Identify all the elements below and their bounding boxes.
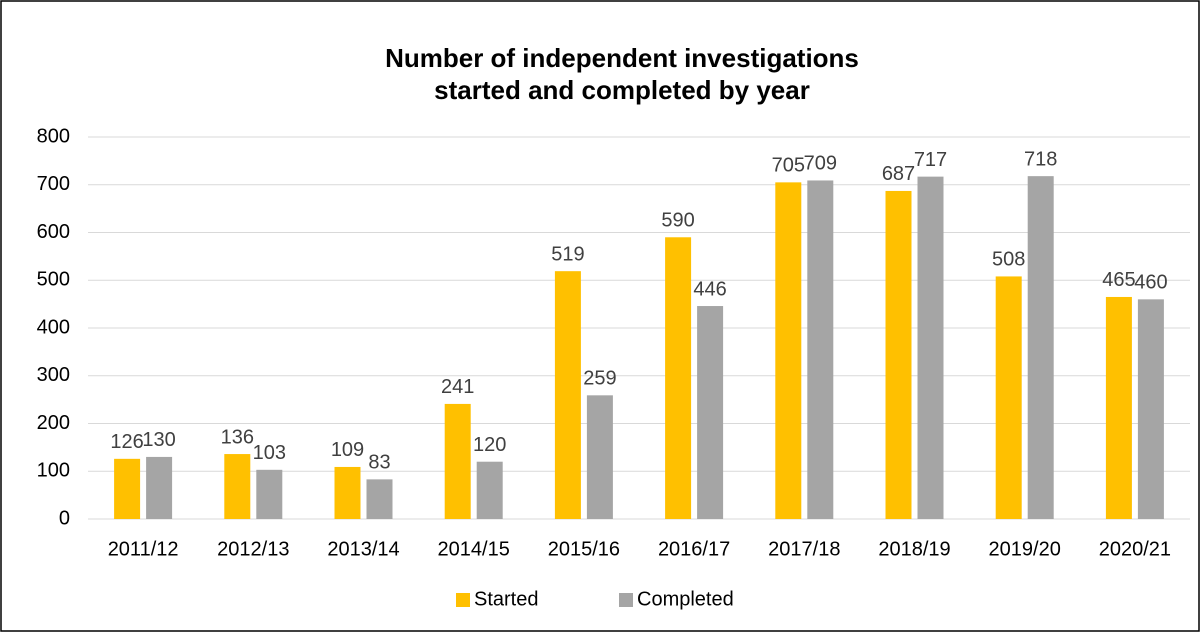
data-label: 687 bbox=[882, 163, 915, 185]
bar bbox=[146, 456, 173, 519]
data-label: 446 bbox=[693, 278, 726, 300]
bar bbox=[114, 458, 141, 519]
legend-label: Started bbox=[474, 588, 538, 610]
y-tick-label: 600 bbox=[37, 221, 70, 243]
x-tick-label: 2012/13 bbox=[217, 538, 289, 560]
data-label: 136 bbox=[221, 426, 254, 448]
bar bbox=[1027, 176, 1054, 519]
bar bbox=[1105, 296, 1132, 519]
y-tick-label: 800 bbox=[37, 125, 70, 147]
y-tick-label: 0 bbox=[59, 507, 70, 529]
chart-title: Number of independent investigations bbox=[385, 43, 859, 73]
y-tick-label: 200 bbox=[37, 412, 70, 434]
data-label: 718 bbox=[1024, 148, 1057, 170]
data-label: 460 bbox=[1134, 272, 1167, 294]
legend-swatch bbox=[619, 593, 633, 607]
bar bbox=[554, 271, 581, 519]
x-tick-label: 2014/15 bbox=[438, 538, 510, 560]
data-label: 508 bbox=[992, 249, 1025, 271]
bar bbox=[775, 182, 802, 520]
x-tick-label: 2020/21 bbox=[1099, 538, 1171, 560]
x-tick-label: 2019/20 bbox=[989, 538, 1061, 560]
y-tick-label: 700 bbox=[37, 173, 70, 195]
data-label: 130 bbox=[142, 429, 175, 451]
bar bbox=[807, 180, 834, 519]
bar bbox=[256, 469, 283, 519]
bar bbox=[334, 466, 361, 519]
x-tick-label: 2018/19 bbox=[878, 538, 950, 560]
bar bbox=[476, 461, 503, 519]
data-label: 717 bbox=[914, 149, 947, 171]
data-label: 103 bbox=[253, 442, 286, 464]
x-tick-label: 2015/16 bbox=[548, 538, 620, 560]
x-tick-label: 2011/12 bbox=[108, 538, 179, 560]
bar bbox=[1137, 299, 1164, 519]
data-label: 83 bbox=[368, 452, 390, 474]
y-tick-label: 500 bbox=[37, 269, 70, 291]
data-label: 705 bbox=[772, 155, 805, 177]
data-label: 519 bbox=[551, 243, 584, 265]
bar bbox=[444, 403, 471, 519]
bar bbox=[917, 176, 944, 519]
y-tick-label: 300 bbox=[37, 364, 70, 386]
data-label: 590 bbox=[661, 210, 694, 232]
x-tick-label: 2016/17 bbox=[658, 538, 730, 560]
bar bbox=[697, 306, 724, 519]
bar bbox=[366, 479, 393, 519]
data-label: 241 bbox=[441, 376, 474, 398]
y-tick-label: 100 bbox=[37, 460, 70, 482]
bar bbox=[665, 237, 692, 519]
bar bbox=[885, 190, 912, 519]
data-label: 709 bbox=[804, 153, 837, 175]
data-label: 259 bbox=[583, 368, 616, 390]
data-label: 120 bbox=[473, 434, 506, 456]
bar bbox=[224, 454, 251, 519]
chart-title: started and completed by year bbox=[434, 75, 810, 105]
bar bbox=[995, 276, 1022, 519]
y-tick-label: 400 bbox=[37, 316, 70, 338]
data-label: 109 bbox=[331, 439, 364, 461]
legend-swatch bbox=[456, 593, 470, 607]
bar bbox=[586, 395, 613, 519]
legend-label: Completed bbox=[637, 588, 734, 610]
x-tick-label: 2017/18 bbox=[768, 538, 840, 560]
x-tick-label: 2013/14 bbox=[327, 538, 399, 560]
data-label: 126 bbox=[110, 431, 143, 453]
data-label: 465 bbox=[1102, 269, 1135, 291]
